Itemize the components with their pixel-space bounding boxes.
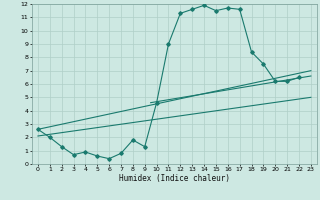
X-axis label: Humidex (Indice chaleur): Humidex (Indice chaleur) <box>119 174 230 183</box>
